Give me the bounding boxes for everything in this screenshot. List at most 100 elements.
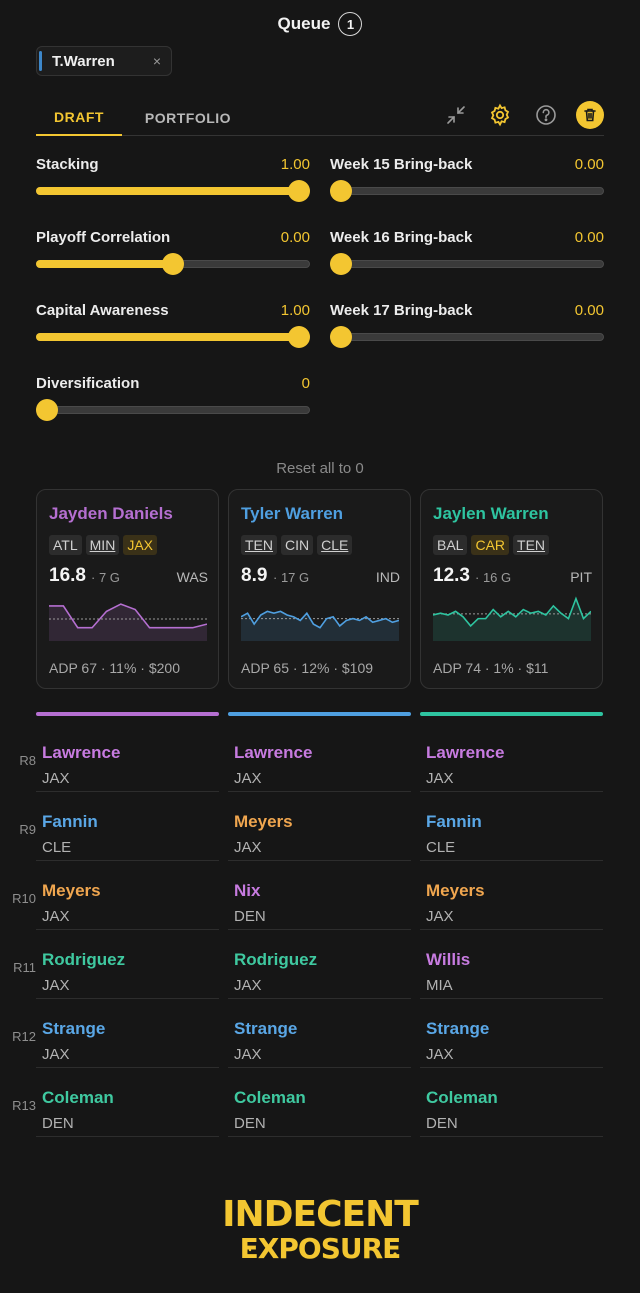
slider-label: Playoff Correlation: [36, 229, 171, 246]
slider-stacking[interactable]: Stacking 1.00: [36, 156, 310, 202]
team-tags: ATL MIN JAX: [49, 535, 157, 555]
pick-cell[interactable]: Lawrence JAX: [36, 723, 219, 792]
slider-value: 1.00: [280, 156, 310, 173]
queued-player-chip[interactable]: T.Warren ×: [36, 46, 172, 76]
sparkline-area: [49, 604, 207, 641]
pick-player-name: Coleman: [234, 1088, 306, 1107]
gear-icon[interactable]: [488, 103, 512, 127]
sparkline-line: [241, 610, 399, 629]
pick-cell[interactable]: Coleman DEN: [36, 1068, 219, 1137]
team-tag: ATL: [49, 535, 82, 555]
pick-player-name: Strange: [234, 1019, 298, 1038]
slider-knob[interactable]: [288, 180, 310, 202]
pick-cell[interactable]: Strange JAX: [36, 999, 219, 1068]
pick-team: DEN: [42, 1115, 74, 1132]
pick-team: JAX: [234, 1046, 262, 1063]
slider-week15-bringback[interactable]: Week 15 Bring-back 0.00: [330, 156, 604, 202]
team-tag: CLE: [317, 535, 353, 555]
slider-track[interactable]: [36, 253, 310, 275]
team-tags: TEN CIN CLE: [241, 535, 353, 555]
player-card[interactable]: Jaylen Warren BAL CAR TEN 12.3 · 16 G PI…: [420, 489, 603, 689]
trash-icon[interactable]: [576, 101, 604, 129]
slider-knob[interactable]: [330, 180, 352, 202]
slider-track[interactable]: [330, 180, 604, 202]
pick-team: JAX: [234, 977, 262, 994]
pick-cell[interactable]: Strange JAX: [420, 999, 603, 1068]
slider-label: Week 16 Bring-back: [330, 229, 473, 246]
player-card[interactable]: Jayden Daniels ATL MIN JAX 16.8 · 7 G WA…: [36, 489, 219, 689]
slider-knob[interactable]: [330, 326, 352, 348]
pick-cell[interactable]: Nix DEN: [228, 861, 411, 930]
opponent: PIT: [570, 569, 592, 585]
pick-team: JAX: [426, 1046, 454, 1063]
logo-line1: INDECENT: [222, 1194, 419, 1235]
slider-knob[interactable]: [288, 326, 310, 348]
slider-value: 0.00: [574, 302, 604, 319]
pick-cell[interactable]: Meyers JAX: [36, 861, 219, 930]
adp-info: ADP 74 · 1% · $11: [433, 660, 549, 676]
slider-track[interactable]: [36, 180, 310, 202]
sparkline-line: [49, 603, 207, 629]
pick-team: JAX: [234, 839, 262, 856]
pick-cell[interactable]: Fannin CLE: [36, 792, 219, 861]
team-tags: BAL CAR TEN: [433, 535, 550, 555]
tab-draft[interactable]: DRAFT: [36, 100, 122, 136]
slider-track[interactable]: [330, 326, 604, 348]
pick-team: JAX: [42, 977, 70, 994]
pick-cell[interactable]: Fannin CLE: [420, 792, 603, 861]
player-score: 12.3: [433, 565, 470, 586]
team-tag: MIN: [85, 535, 120, 555]
pick-team: MIA: [426, 977, 453, 994]
slider-track[interactable]: [330, 253, 604, 275]
close-icon[interactable]: ×: [152, 53, 161, 69]
slider-knob[interactable]: [36, 399, 58, 421]
slider-diversification[interactable]: Diversification 0: [36, 375, 310, 421]
slider-capital-awareness[interactable]: Capital Awareness 1.00: [36, 302, 310, 348]
slider-knob[interactable]: [330, 253, 352, 275]
round-label: R9: [19, 822, 36, 837]
help-icon[interactable]: [534, 103, 558, 127]
player-name: Jaylen Warren: [433, 504, 549, 523]
pick-player-name: Lawrence: [426, 743, 505, 762]
pick-cell[interactable]: Lawrence JAX: [228, 723, 411, 792]
slider-value: 1.00: [280, 302, 310, 319]
slider-track[interactable]: [36, 399, 310, 421]
team-tag: CAR: [471, 535, 510, 555]
adp-info: ADP 65 · 12% · $109: [241, 660, 374, 676]
slider-playoff-correlation[interactable]: Playoff Correlation 0.00: [36, 229, 310, 275]
chip-label: T.Warren: [52, 52, 115, 70]
pick-player-name: Nix: [234, 881, 261, 900]
round-label: R13: [12, 1098, 36, 1113]
player-card[interactable]: Tyler Warren TEN CIN CLE 8.9 · 17 G IND …: [228, 489, 411, 689]
collapse-icon[interactable]: [444, 103, 468, 127]
pick-cell[interactable]: Coleman DEN: [228, 1068, 411, 1137]
pick-player-name: Coleman: [426, 1088, 498, 1107]
queue-title: Queue: [277, 14, 331, 33]
games-count: · 7 G: [91, 570, 120, 585]
chip-color-bar: [39, 51, 42, 71]
tab-portfolio[interactable]: PORTFOLIO: [144, 110, 232, 126]
round-label: R8: [19, 753, 36, 768]
pick-cell[interactable]: Coleman DEN: [420, 1068, 603, 1137]
games-count: · 17 G: [273, 570, 310, 585]
round-label: R11: [13, 960, 36, 975]
pick-cell[interactable]: Strange JAX: [228, 999, 411, 1068]
pick-cell[interactable]: Rodriguez JAX: [228, 930, 411, 999]
pick-cell[interactable]: Willis MIA: [420, 930, 603, 999]
round-label: R12: [12, 1029, 36, 1044]
sparkline-chart: [433, 596, 591, 641]
slider-knob[interactable]: [162, 253, 184, 275]
pick-cell[interactable]: Lawrence JAX: [420, 723, 603, 792]
pick-team: JAX: [42, 770, 70, 787]
slider-label: Stacking: [36, 156, 99, 173]
reset-all-button[interactable]: Reset all to 0: [276, 460, 364, 477]
slider-week17-bringback[interactable]: Week 17 Bring-back 0.00: [330, 302, 604, 348]
team-tag: BAL: [433, 535, 468, 555]
slider-track[interactable]: [36, 326, 310, 348]
pick-cell[interactable]: Meyers JAX: [420, 861, 603, 930]
pick-cell[interactable]: Rodriguez JAX: [36, 930, 219, 999]
round-label: R10: [12, 891, 36, 906]
sparkline-chart: [241, 610, 399, 641]
slider-week16-bringback[interactable]: Week 16 Bring-back 0.00: [330, 229, 604, 275]
pick-cell[interactable]: Meyers JAX: [228, 792, 411, 861]
